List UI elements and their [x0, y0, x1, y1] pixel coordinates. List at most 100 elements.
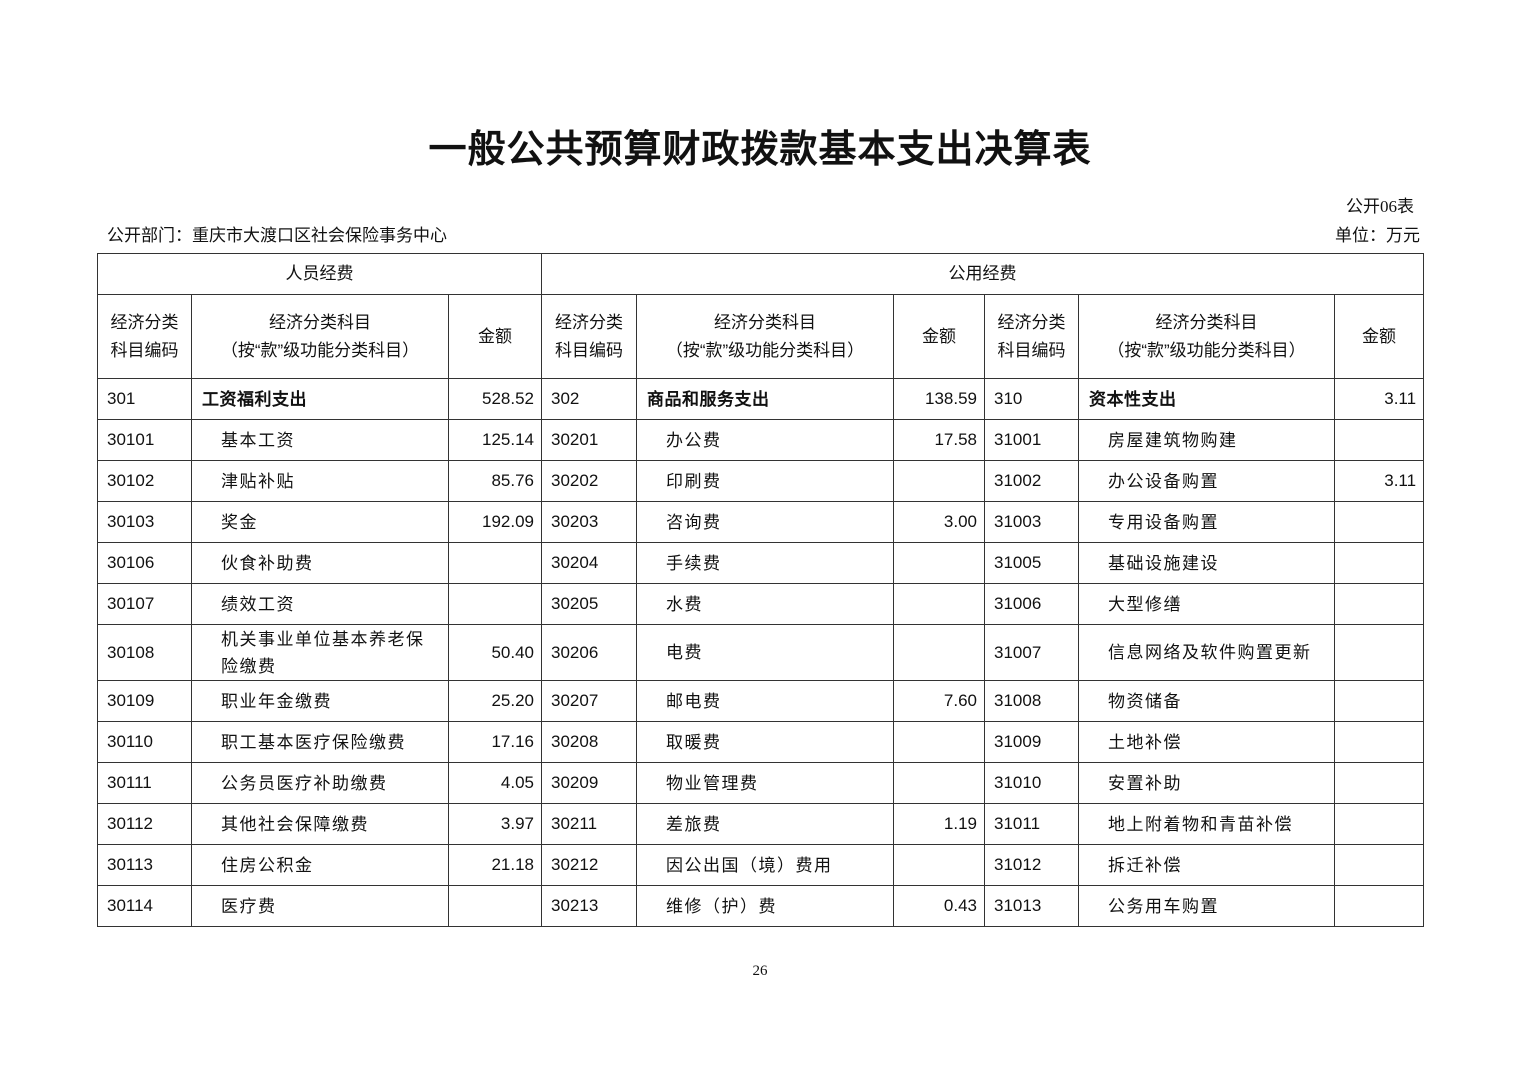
amount-cell: 17.16 — [447, 721, 543, 763]
amount-cell — [1334, 583, 1425, 625]
name-cell: 职业年金缴费 — [191, 680, 449, 722]
code-cell: 30112 — [97, 803, 192, 845]
code-cell: 31008 — [984, 680, 1080, 722]
code-cell: 31001 — [984, 419, 1080, 461]
table-row: 30103 奖金 192.09 30203 咨询费 3.00 31003 专用设备购置 — [97, 501, 1425, 543]
table-row: 30109 职业年金缴费 25.20 30207 邮电费 7.60 31008 物资储备 — [97, 680, 1425, 722]
name-cell: 电费 — [636, 624, 895, 681]
table-row: 30106 伙食补助费 30204 手续费 31005 基础设施建设 — [97, 542, 1425, 584]
name-cell: 物业管理费 — [636, 762, 895, 804]
table-row: 30101 基本工资 125.14 30201 办公费 17.58 31001 房屋建筑物购建 — [97, 419, 1425, 461]
name-cell: 咨询费 — [636, 501, 895, 543]
name-cell: 商品和服务支出 — [636, 378, 895, 420]
code-cell: 31012 — [984, 844, 1080, 886]
amount-cell — [447, 542, 543, 584]
code-cell: 31002 — [984, 460, 1080, 502]
table-row: 30114 医疗费 30213 维修（护）费 0.43 31013 公务用车购置 — [97, 885, 1425, 927]
table-row: 30111 公务员医疗补助缴费 4.05 30209 物业管理费 31010 安置补助 — [97, 762, 1425, 804]
code-cell: 30101 — [97, 419, 192, 461]
amount-cell — [893, 460, 986, 502]
name-cell: 办公费 — [636, 419, 895, 461]
name-cell: 差旅费 — [636, 803, 895, 845]
amount-cell — [1334, 844, 1425, 886]
expenditure-table: 人员经费 公用经费 经济分类 科目编码 经济分类科目 （按“款”级功能分类科目） 金额经… — [96, 253, 1425, 927]
code-cell: 31005 — [984, 542, 1080, 584]
code-cell: 30208 — [541, 721, 638, 763]
name-cell: 物资储备 — [1078, 680, 1336, 722]
code-cell: 31011 — [984, 803, 1080, 845]
table-number: 公开06表 — [1346, 197, 1414, 216]
name-cell: 水费 — [636, 583, 895, 625]
name-cell: 基础设施建设 — [1078, 542, 1336, 584]
name-cell: 印刷费 — [636, 460, 895, 502]
code-cell: 30103 — [97, 501, 192, 543]
code-cell: 301 — [97, 378, 192, 420]
code-cell: 30109 — [97, 680, 192, 722]
department-label: 公开部门：重庆市大渡口区社会保险事务中心 — [107, 226, 447, 245]
code-cell: 30110 — [97, 721, 192, 763]
table-row: 30102 津贴补贴 85.76 30202 印刷费 31002 办公设备购置 3.11 — [97, 460, 1425, 502]
code-cell: 30111 — [97, 762, 192, 804]
amount-cell — [1334, 624, 1425, 681]
code-cell: 30212 — [541, 844, 638, 886]
name-cell: 土地补偿 — [1078, 721, 1336, 763]
unit-label: 单位：万元 — [1335, 226, 1420, 245]
code-cell: 30211 — [541, 803, 638, 845]
name-header: 经济分类科目 （按“款”级功能分类科目） — [191, 294, 449, 379]
table-row: 30110 职工基本医疗保险缴费 17.16 30208 取暖费 31009 土地补偿 — [97, 721, 1425, 763]
amount-cell — [893, 583, 986, 625]
name-cell: 专用设备购置 — [1078, 501, 1336, 543]
name-header: 经济分类科目 （按“款”级功能分类科目） — [1078, 294, 1336, 379]
amount-header: 金额 — [1334, 294, 1425, 379]
amount-cell — [1334, 803, 1425, 845]
amount-cell: 7.60 — [893, 680, 986, 722]
amount-header: 金额 — [447, 294, 543, 379]
amount-cell: 1.19 — [893, 803, 986, 845]
name-cell: 取暖费 — [636, 721, 895, 763]
code-cell: 302 — [541, 378, 638, 420]
name-cell: 地上附着物和青苗补偿 — [1078, 803, 1336, 845]
amount-cell: 3.11 — [1334, 378, 1425, 420]
table-row: 301 工资福利支出 528.52 302 商品和服务支出 138.59 310 资本性支出 3… — [97, 378, 1425, 420]
code-cell: 30107 — [97, 583, 192, 625]
name-cell: 办公设备购置 — [1078, 460, 1336, 502]
amount-cell — [447, 583, 543, 625]
name-cell: 津贴补贴 — [191, 460, 449, 502]
amount-cell — [1334, 501, 1425, 543]
amount-cell — [1334, 419, 1425, 461]
code-header: 经济分类 科目编码 — [97, 294, 192, 379]
code-cell: 30213 — [541, 885, 638, 927]
name-cell: 手续费 — [636, 542, 895, 584]
name-cell: 绩效工资 — [191, 583, 449, 625]
name-cell: 工资福利支出 — [191, 378, 449, 420]
amount-cell — [447, 885, 543, 927]
name-cell: 信息网络及软件购置更新 — [1078, 624, 1336, 681]
code-cell: 30102 — [97, 460, 192, 502]
amount-cell: 25.20 — [447, 680, 543, 722]
amount-cell: 17.58 — [893, 419, 986, 461]
amount-cell — [893, 542, 986, 584]
code-cell: 31009 — [984, 721, 1080, 763]
name-cell: 邮电费 — [636, 680, 895, 722]
name-cell: 安置补助 — [1078, 762, 1336, 804]
name-header: 经济分类科目 （按“款”级功能分类科目） — [636, 294, 895, 379]
name-cell: 住房公积金 — [191, 844, 449, 886]
code-cell: 31013 — [984, 885, 1080, 927]
code-header: 经济分类 科目编码 — [984, 294, 1080, 379]
name-cell: 职工基本医疗保险缴费 — [191, 721, 449, 763]
amount-cell — [893, 721, 986, 763]
code-cell: 31007 — [984, 624, 1080, 681]
amount-cell — [893, 844, 986, 886]
name-cell: 资本性支出 — [1078, 378, 1336, 420]
amount-cell — [1334, 762, 1425, 804]
amount-cell: 0.43 — [893, 885, 986, 927]
table-row: 30108 机关事业单位基本养老保险缴费 50.40 30206 电费 31007 信息网络… — [97, 624, 1425, 681]
group-header-personnel: 人员经费 — [96, 253, 543, 295]
amount-cell: 3.00 — [893, 501, 986, 543]
code-cell: 30206 — [541, 624, 638, 681]
code-cell: 30114 — [97, 885, 192, 927]
code-cell: 30203 — [541, 501, 638, 543]
name-cell: 公务员医疗补助缴费 — [191, 762, 449, 804]
amount-cell — [893, 762, 986, 804]
name-cell: 医疗费 — [191, 885, 449, 927]
